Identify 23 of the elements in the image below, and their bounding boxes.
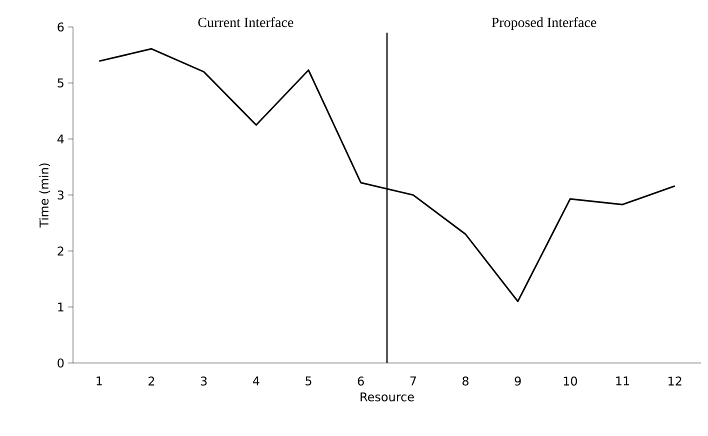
x-tick-label: 4 [252, 376, 260, 386]
annotation: Proposed Interface [492, 17, 596, 30]
x-tick-label: 8 [462, 376, 468, 386]
x-tick-label: 11 [616, 376, 630, 386]
x-tick-label: 2 [148, 376, 154, 386]
x-tick-label: 7 [410, 376, 416, 386]
y-tick-label: 0 [58, 358, 64, 368]
x-tick-label: 6 [358, 376, 364, 386]
x-axis-title: Resource [360, 392, 414, 402]
y-tick-label: 2 [58, 246, 64, 256]
x-tick-label: 3 [200, 376, 207, 386]
y-tick-label: 5 [58, 78, 64, 88]
y-tick-label: 6 [58, 22, 64, 32]
x-tick-label: 1 [96, 376, 102, 386]
x-tick-label: 5 [306, 376, 312, 386]
y-axis-title: Time (min) [39, 163, 50, 228]
x-tick-label: 12 [668, 376, 682, 386]
y-tick-label: 1 [58, 302, 64, 312]
x-tick-label: 10 [564, 376, 578, 386]
y-tick-label: 3 [58, 190, 64, 200]
y-tick-label: 4 [57, 134, 64, 144]
x-tick-label: 9 [514, 376, 521, 386]
annotation: Current Interface [198, 17, 294, 28]
